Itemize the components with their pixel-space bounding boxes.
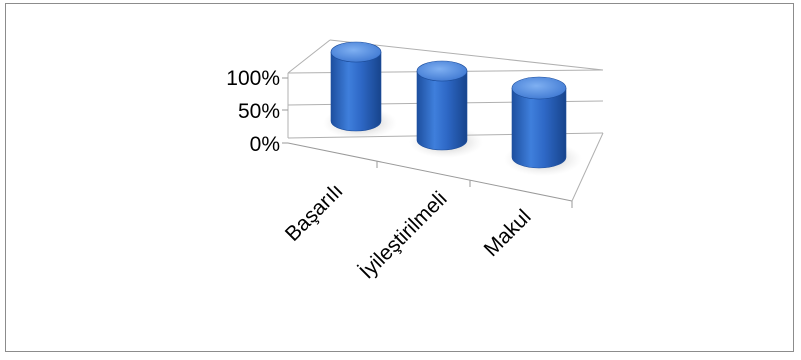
y-tick-label: 0% xyxy=(250,133,280,156)
chart-frame xyxy=(5,3,794,352)
bar-cylinder xyxy=(504,76,582,176)
x-category-label: Başarılı xyxy=(281,179,348,246)
bar-cylinder xyxy=(409,60,483,158)
x-axis-labels: Başarılı İyileştirilmeli Makul xyxy=(281,179,536,283)
bar-body xyxy=(330,51,382,132)
bar-series xyxy=(323,41,582,176)
y-axis: 100% 50% 0% xyxy=(226,67,288,156)
back-top-edge xyxy=(329,39,604,71)
bar-body xyxy=(416,70,468,151)
floor-front-edge xyxy=(287,142,573,202)
bar-body xyxy=(511,87,567,169)
bar-top xyxy=(416,60,468,82)
bar-top xyxy=(511,76,567,100)
y-tick-label: 100% xyxy=(226,67,280,90)
bar-top xyxy=(330,41,382,63)
x-category-label: Makul xyxy=(480,205,536,261)
x-category-label: İyileştirilmeli xyxy=(355,187,451,283)
y-tick-label: 50% xyxy=(238,100,280,123)
bar-cylinder xyxy=(323,41,397,139)
x-axis-ticks xyxy=(376,161,573,208)
floor-right-edge xyxy=(571,132,604,202)
back-left-edge xyxy=(287,39,331,74)
